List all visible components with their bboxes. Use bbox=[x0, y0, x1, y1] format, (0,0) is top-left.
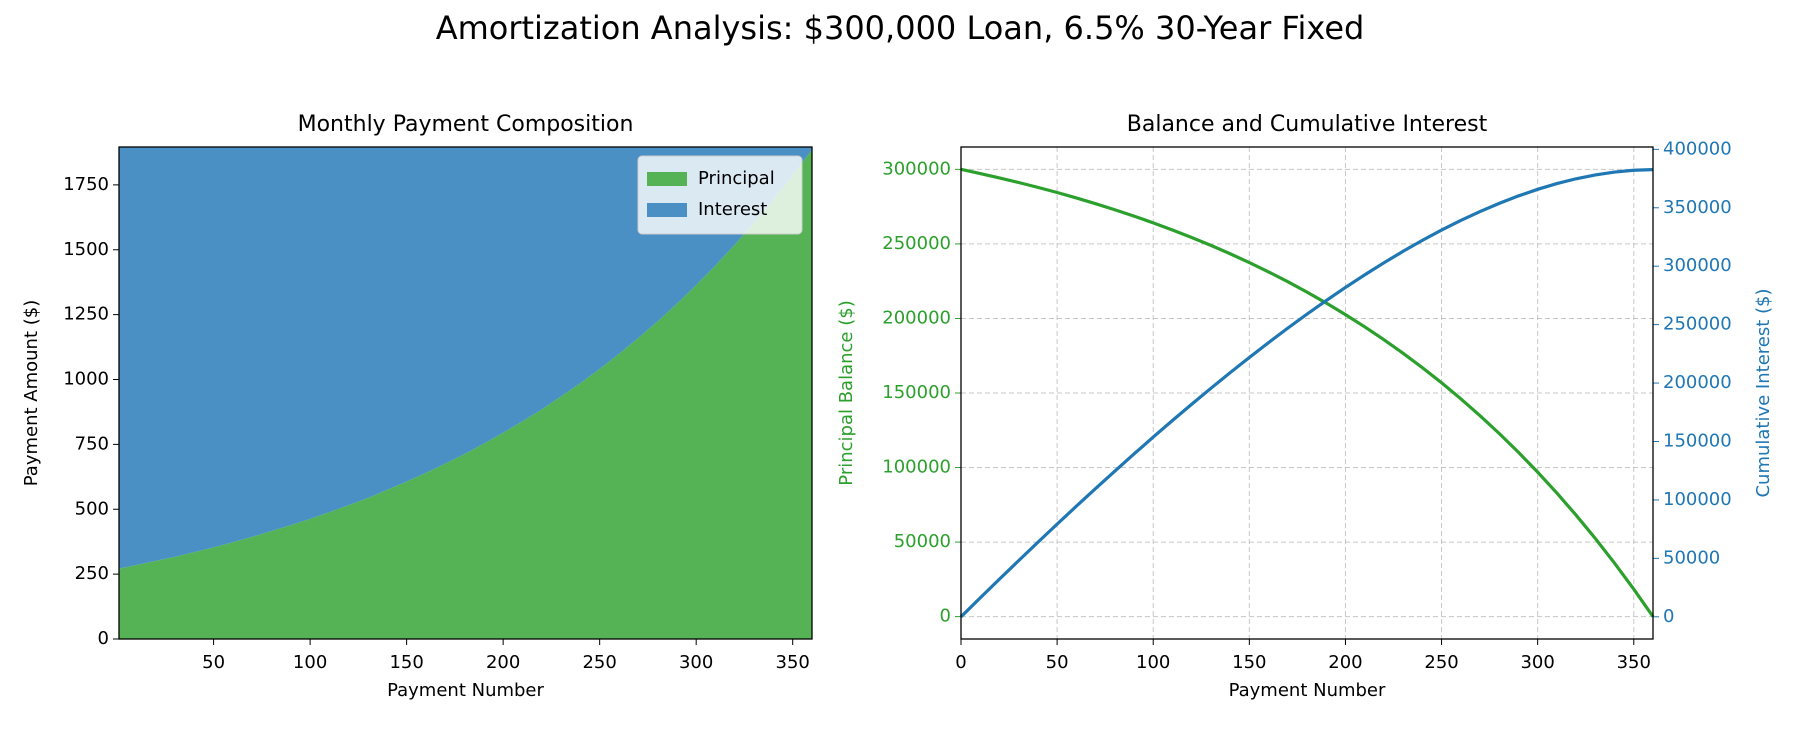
y2-tick-label: 250000 bbox=[1663, 314, 1732, 335]
x-tick-label: 350 bbox=[776, 652, 810, 673]
legend-label: Interest bbox=[698, 199, 767, 220]
y-tick-label: 0 bbox=[940, 606, 951, 627]
legend-label: Principal bbox=[698, 168, 775, 189]
x-tick-label: 300 bbox=[679, 652, 713, 673]
y2-tick-label: 350000 bbox=[1663, 197, 1732, 218]
y-tick-label: 750 bbox=[75, 433, 109, 454]
y-tick-label: 0 bbox=[98, 628, 109, 649]
y-tick-label: 100000 bbox=[882, 457, 951, 478]
y-tick-label: 150000 bbox=[882, 382, 951, 403]
x-tick-label: 100 bbox=[293, 652, 327, 673]
y2-tick-label: 400000 bbox=[1663, 138, 1732, 159]
x-tick-label: 150 bbox=[389, 652, 423, 673]
area bbox=[119, 149, 812, 639]
y2-tick-label: 100000 bbox=[1663, 489, 1732, 510]
y-tick-label: 200000 bbox=[882, 307, 951, 328]
axes: 0 50 100 150 200 250 300 350 0 50000 100000 150000 2… bbox=[882, 138, 1731, 673]
x-tick-label: 300 bbox=[1520, 652, 1554, 673]
y-tick-label: 1000 bbox=[63, 369, 109, 390]
subplot-title: Monthly Payment Composition bbox=[298, 112, 634, 137]
x-tick-label: 200 bbox=[1328, 652, 1362, 673]
x-tick-label: 50 bbox=[202, 652, 225, 673]
axes: 50 100 150 200 250 300 350 0 250 500 750 1000 1250 15… bbox=[63, 146, 813, 673]
y-axis-label: Payment Amount ($) bbox=[21, 300, 42, 486]
marks bbox=[119, 146, 812, 639]
x-tick-label: 0 bbox=[955, 652, 966, 673]
y-tick-label: 300000 bbox=[882, 158, 951, 179]
y2-tick-label: 200000 bbox=[1663, 372, 1732, 393]
y2-tick-label: 150000 bbox=[1663, 430, 1732, 451]
y2-tick-label: 50000 bbox=[1663, 547, 1720, 568]
x-tick-label: 250 bbox=[582, 652, 616, 673]
x-axis-label: Payment Number bbox=[387, 680, 544, 701]
y-tick-label: 500 bbox=[75, 498, 109, 519]
y2-axis-label: Cumulative Interest ($) bbox=[1753, 288, 1774, 497]
y-tick-label: 50000 bbox=[894, 531, 951, 552]
subplot: 50 100 150 200 250 300 350 0 250 500 750 1000 1250 15… bbox=[21, 112, 813, 701]
line bbox=[960, 167, 1655, 618]
subplot: 0 50 100 150 200 250 300 350 0 50000 100000 150000 2… bbox=[836, 112, 1774, 701]
x-tick-label: 150 bbox=[1232, 652, 1266, 673]
legend-swatch bbox=[647, 172, 687, 186]
y-tick-label: 1750 bbox=[63, 174, 109, 195]
x-tick-label: 200 bbox=[486, 652, 520, 673]
legend: Principal Interest bbox=[637, 155, 803, 235]
y2-tick-label: 0 bbox=[1663, 606, 1674, 627]
line bbox=[959, 168, 1654, 618]
legend-swatch bbox=[647, 203, 687, 217]
plot-frame bbox=[118, 146, 813, 640]
subplot-title: Balance and Cumulative Interest bbox=[1127, 112, 1488, 137]
x-tick-label: 350 bbox=[1617, 652, 1651, 673]
x-axis-label: Payment Number bbox=[1229, 680, 1386, 701]
x-tick-label: 50 bbox=[1046, 652, 1069, 673]
y-tick-label: 1500 bbox=[63, 239, 109, 260]
x-tick-label: 100 bbox=[1136, 652, 1170, 673]
plot-frame bbox=[960, 146, 1654, 640]
y2-tick-label: 300000 bbox=[1663, 255, 1732, 276]
x-tick-label: 250 bbox=[1424, 652, 1458, 673]
area bbox=[119, 146, 812, 569]
y-tick-label: 250 bbox=[75, 563, 109, 584]
marks bbox=[959, 167, 1655, 618]
figure-title: Amortization Analysis: $300,000 Loan, 6.… bbox=[436, 9, 1365, 47]
y-tick-label: 250000 bbox=[882, 233, 951, 254]
y-axis-label: Principal Balance ($) bbox=[836, 300, 857, 485]
y-tick-label: 1250 bbox=[63, 304, 109, 325]
